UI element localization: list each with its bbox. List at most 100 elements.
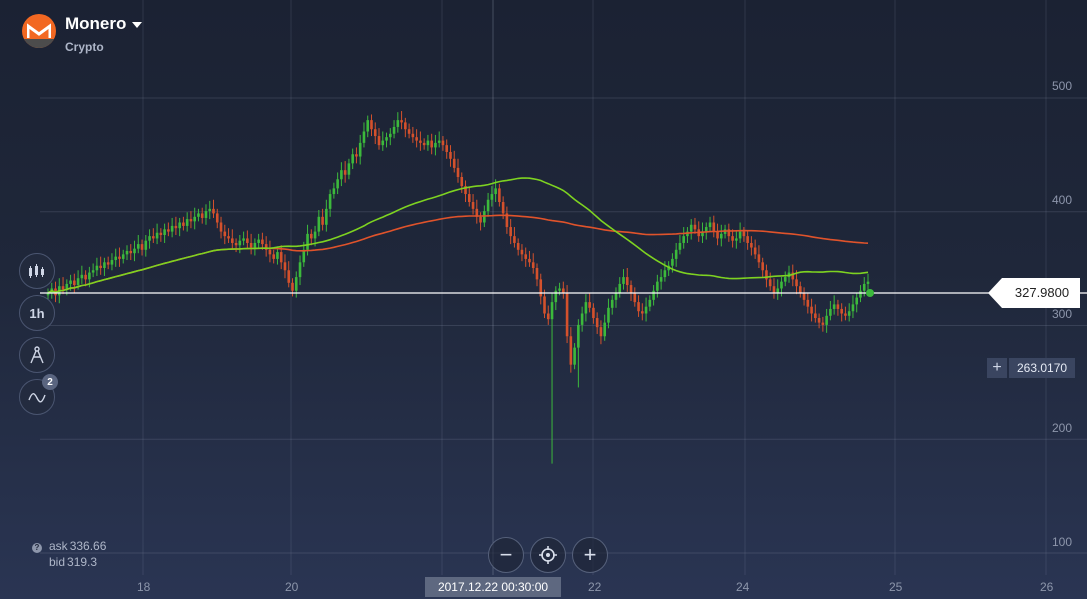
candle-body (159, 232, 163, 236)
drawing-tools-button[interactable] (19, 337, 55, 373)
asset-header[interactable]: Monero Crypto (22, 14, 143, 54)
candle-body (836, 304, 840, 309)
candle-body (558, 288, 561, 291)
recenter-button[interactable] (530, 537, 566, 573)
x-tick-label: 25 (889, 580, 903, 594)
candle-body (855, 297, 859, 305)
timeframe-label: 1h (29, 305, 45, 321)
candle-body (531, 262, 535, 268)
minus-icon: − (499, 542, 513, 567)
candle-body (358, 142, 362, 157)
candle-body (516, 242, 520, 250)
candle-body (144, 240, 148, 250)
indicator-wave-icon (28, 393, 46, 403)
candle-body (629, 285, 633, 294)
candle-body (61, 286, 65, 290)
candle-body (663, 270, 667, 278)
candle-body (400, 120, 403, 123)
candle-body (76, 278, 80, 286)
candle-body (321, 216, 324, 225)
candle-body (294, 277, 298, 291)
candle-body (840, 308, 843, 314)
candle-body (652, 290, 655, 300)
candle-body (776, 288, 780, 294)
candle-body (795, 279, 798, 287)
indicators-button[interactable]: 2 (19, 374, 58, 415)
candle-body (825, 315, 828, 325)
crosshair-price-tag[interactable]: + 263.0170 (987, 358, 1076, 378)
candle-body (110, 260, 114, 265)
candle-body (656, 281, 659, 291)
candle-body (618, 283, 622, 294)
candle-body (246, 238, 249, 243)
candle-body (573, 347, 576, 365)
candle-body (637, 302, 640, 312)
candle-body (761, 262, 764, 271)
candle-body (599, 327, 603, 337)
candle-body (689, 224, 693, 232)
candle-body (422, 142, 426, 146)
y-tick-label: 400 (1052, 193, 1073, 207)
candle-body (460, 177, 464, 187)
chart-type-button[interactable] (19, 253, 55, 289)
moving-average-fast (47, 177, 869, 294)
candle-body (817, 318, 821, 323)
zoom-in-button[interactable]: + (572, 537, 608, 573)
candle-body (370, 120, 373, 130)
candle-body (543, 296, 546, 314)
candle-body (73, 280, 76, 286)
candle-body (479, 216, 482, 223)
candle-body (404, 122, 407, 130)
candle-body (174, 225, 178, 229)
asset-name: Monero (65, 14, 127, 33)
candle-body (264, 244, 268, 250)
candle-body (80, 274, 84, 279)
candle-body (328, 194, 332, 209)
candle-body (768, 279, 772, 287)
candle-body (704, 227, 708, 232)
candle-body (65, 283, 69, 290)
candle-body (388, 133, 392, 138)
candle-body (595, 318, 599, 328)
help-icon[interactable]: ? (32, 543, 42, 553)
candle-body (91, 270, 95, 273)
candle-body (810, 306, 813, 314)
candle-body (362, 131, 366, 143)
candle-body (332, 188, 336, 195)
candle-body (494, 188, 497, 195)
ask-label: ask (49, 539, 68, 553)
candle-body (234, 242, 238, 246)
candle-body (392, 126, 396, 134)
asset-selector[interactable]: Monero (65, 14, 143, 34)
candle-body (415, 137, 418, 141)
timeframe-button[interactable]: 1h (19, 295, 55, 331)
candle-body (136, 244, 140, 249)
candle-body (693, 224, 697, 230)
candle-body (859, 290, 862, 298)
plus-icon: + (583, 542, 597, 567)
candle-body (140, 244, 144, 250)
candle-body (742, 231, 746, 237)
candle-body (528, 258, 531, 263)
candle-body (682, 236, 685, 243)
candle-body (163, 229, 166, 236)
candle-body (712, 222, 716, 232)
candle-body (219, 222, 223, 232)
candle-body (847, 311, 851, 316)
candle-body (569, 336, 573, 365)
candle-body (633, 293, 637, 303)
candle-body (546, 313, 550, 320)
zoom-out-button[interactable]: − (488, 537, 524, 573)
candle-body (501, 202, 505, 214)
candle-body (88, 272, 91, 280)
candle-body (287, 270, 291, 283)
candle-body (802, 293, 806, 300)
add-alert-icon[interactable]: + (987, 358, 1007, 378)
candle-body (735, 238, 738, 241)
candle-body (829, 308, 832, 316)
x-tick-label: 22 (588, 580, 602, 594)
candle-body (565, 293, 569, 337)
candle-body (509, 227, 512, 237)
candle-body (200, 213, 204, 218)
